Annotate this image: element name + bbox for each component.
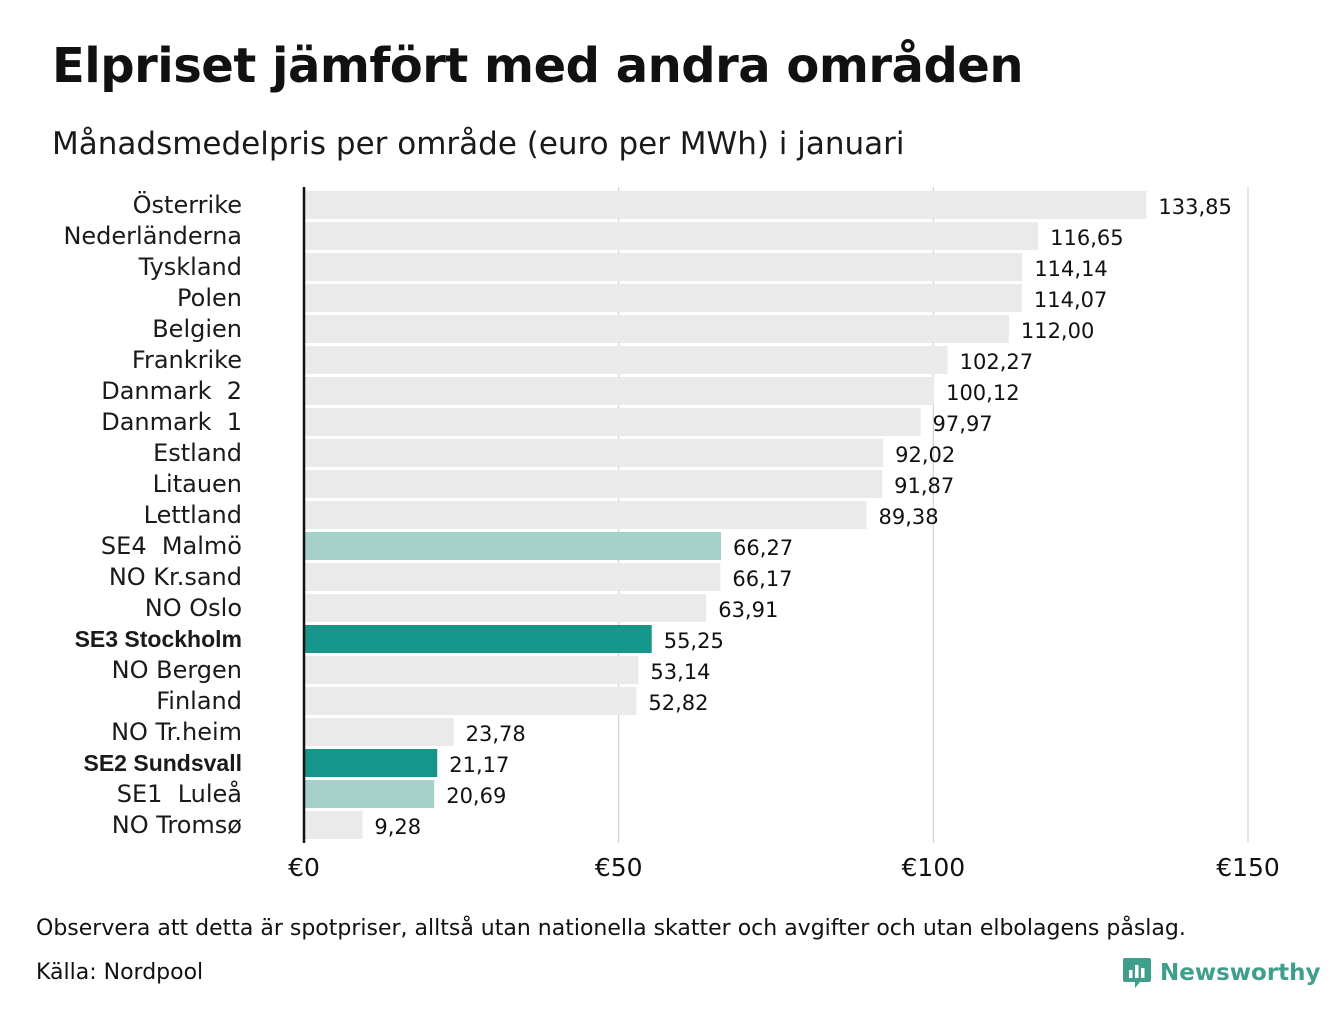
value-label: 97,97 <box>933 412 993 436</box>
value-label: 23,78 <box>466 722 526 746</box>
category-label: Danmark 1 <box>101 408 242 436</box>
category-label: Frankrike <box>132 346 242 374</box>
value-label: 91,87 <box>894 474 954 498</box>
bar <box>304 501 867 529</box>
bar <box>304 532 722 560</box>
bar <box>304 687 637 715</box>
category-label: Polen <box>177 284 242 312</box>
bar <box>304 470 883 498</box>
bars <box>304 191 1147 839</box>
value-label: 102,27 <box>960 350 1033 374</box>
x-tick-label: €50 <box>595 853 643 882</box>
bar <box>304 253 1023 281</box>
bar <box>304 315 1009 343</box>
value-label: 114,14 <box>1034 257 1107 281</box>
value-label: 100,12 <box>946 381 1019 405</box>
x-tick-label: €0 <box>288 853 320 882</box>
category-label: Österrike <box>133 190 242 219</box>
bar <box>304 594 707 622</box>
bar <box>304 284 1022 312</box>
category-label: SE2 Sundsvall <box>83 750 242 776</box>
value-label: 20,69 <box>446 784 506 808</box>
newsworthy-logo-icon <box>1123 958 1151 988</box>
bar <box>304 439 884 467</box>
bar <box>304 656 639 684</box>
bar <box>304 625 652 653</box>
newsworthy-logo: Newsworthy <box>1122 956 1321 990</box>
value-label: 63,91 <box>718 598 778 622</box>
bar <box>304 718 454 746</box>
value-label: 66,17 <box>732 567 792 591</box>
value-label: 114,07 <box>1034 288 1107 312</box>
value-label: 53,14 <box>650 660 710 684</box>
category-label: Tyskland <box>138 253 242 281</box>
bar <box>304 346 948 374</box>
category-label: NO Tromsø <box>112 811 242 839</box>
category-label: Lettland <box>144 501 242 529</box>
source-credit: Källa: Nordpool <box>36 960 204 985</box>
bar <box>304 749 438 777</box>
value-label: 21,17 <box>449 753 509 777</box>
category-label: Estland <box>153 439 242 467</box>
chart-title: Elpriset jämfört med andra områden <box>52 38 1024 94</box>
value-label: 133,85 <box>1158 195 1231 219</box>
category-label: NO Oslo <box>145 594 242 622</box>
x-tick-label: €150 <box>1216 853 1280 882</box>
chart-subtitle: Månadsmedelpris per område (euro per MWh… <box>52 126 905 162</box>
category-labels: Österrike Nederländerna Tyskland Polen Belgi… <box>63 190 242 839</box>
value-label: 66,27 <box>733 536 793 560</box>
value-label: 92,02 <box>895 443 955 467</box>
category-label: SE4 Malmö <box>101 532 242 560</box>
category-label: NO Kr.sand <box>109 563 242 591</box>
category-label: Belgien <box>152 315 242 343</box>
value-labels: 133,85 116,65 114,14 114,07 112,00 102,27 100,… <box>374 195 1231 839</box>
logo-text: Newsworthy <box>1160 960 1321 986</box>
bar <box>304 222 1039 250</box>
value-label: 89,38 <box>878 505 938 529</box>
category-label: NO Tr.heim <box>111 718 242 746</box>
category-label: Danmark 2 <box>101 377 242 405</box>
category-label: Finland <box>156 687 242 715</box>
value-label: 112,00 <box>1021 319 1094 343</box>
bar <box>304 563 721 591</box>
category-label: Nederländerna <box>63 222 242 250</box>
bar <box>304 811 363 839</box>
category-label: SE3 Stockholm <box>75 626 242 652</box>
x-tick-label: €100 <box>902 853 966 882</box>
value-label: 116,65 <box>1050 226 1123 250</box>
footnote: Observera att detta är spotpriser, allts… <box>36 916 1186 941</box>
bar <box>304 377 935 405</box>
category-label: NO Bergen <box>112 656 242 684</box>
value-label: 55,25 <box>664 629 724 653</box>
category-label: Litauen <box>153 470 242 498</box>
category-label: SE1 Luleå <box>117 779 242 808</box>
bar-chart: Österrike Nederländerna Tyskland Polen Belgi… <box>63 187 1280 882</box>
bar <box>304 780 435 808</box>
value-label: 9,28 <box>374 815 421 839</box>
x-axis-ticks: €0 €50 €100 €150 <box>288 853 1280 882</box>
bar <box>304 408 921 436</box>
value-label: 52,82 <box>648 691 708 715</box>
bar <box>304 191 1147 219</box>
